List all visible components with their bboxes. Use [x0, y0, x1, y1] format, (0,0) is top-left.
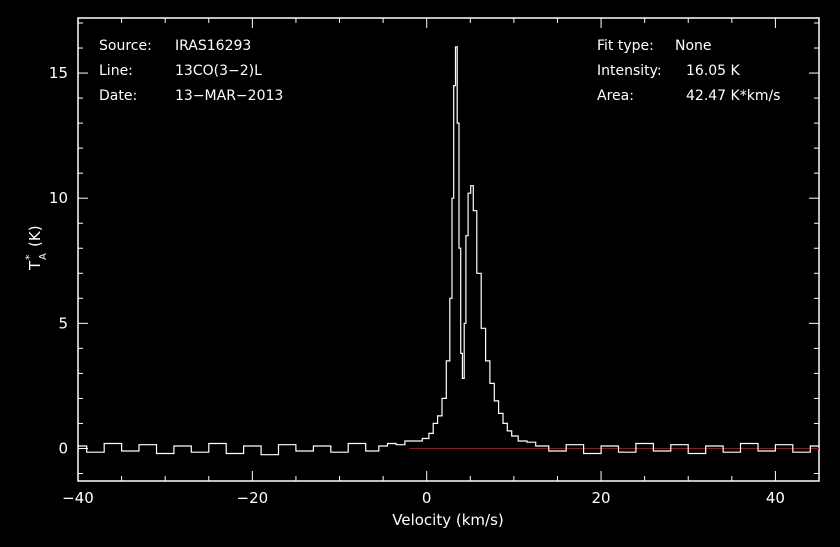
- spectrum-line: [78, 46, 819, 456]
- x-axis-title: Velocity (km/s): [392, 511, 503, 529]
- x-tick-label: 20: [592, 489, 611, 507]
- y-axis-title-symbol: T: [26, 260, 44, 271]
- plot-frame: [77, 17, 820, 482]
- y-axis-title-sub: A: [38, 253, 49, 260]
- info-fit-type-value: None: [675, 38, 712, 54]
- info-intensity-label: Intensity:: [597, 63, 662, 79]
- info-line-label: Line:: [99, 63, 133, 79]
- info-left: Source: IRAS16293 Line: 13CO(3−2)L Date:…: [99, 38, 283, 104]
- y-tick-label: 0: [58, 439, 68, 457]
- y-axis-title-sup: *: [23, 254, 36, 260]
- info-date-value: 13−MAR−2013: [175, 88, 283, 104]
- info-right: Fit type: None Intensity: 16.05 K Area: …: [597, 38, 780, 104]
- y-axis-title-unit: (K): [26, 225, 44, 247]
- y-tick-label: 15: [49, 64, 68, 82]
- x-tick-label: 0: [422, 489, 432, 507]
- y-tick-label: 5: [58, 314, 68, 332]
- info-fit-type-label: Fit type:: [597, 38, 654, 54]
- x-tick-label: 40: [766, 489, 785, 507]
- x-tick-label: −20: [237, 489, 269, 507]
- info-area-value: 42.47 K*km/s: [686, 88, 780, 104]
- y-axis-title: T * A (K): [23, 225, 49, 271]
- info-area-label: Area:: [597, 88, 634, 104]
- info-source-label: Source:: [99, 38, 152, 54]
- info-date-label: Date:: [99, 88, 137, 104]
- axis-ticks: [77, 18, 820, 481]
- info-line-value: 13CO(3−2)L: [175, 63, 262, 79]
- x-tick-label: −40: [62, 489, 94, 507]
- axis-tick-labels: −40 −20 0 20 40 0 5 10 15: [49, 64, 785, 507]
- y-tick-label: 10: [49, 189, 68, 207]
- info-source-value: IRAS16293: [175, 38, 251, 54]
- info-intensity-value: 16.05 K: [686, 63, 741, 79]
